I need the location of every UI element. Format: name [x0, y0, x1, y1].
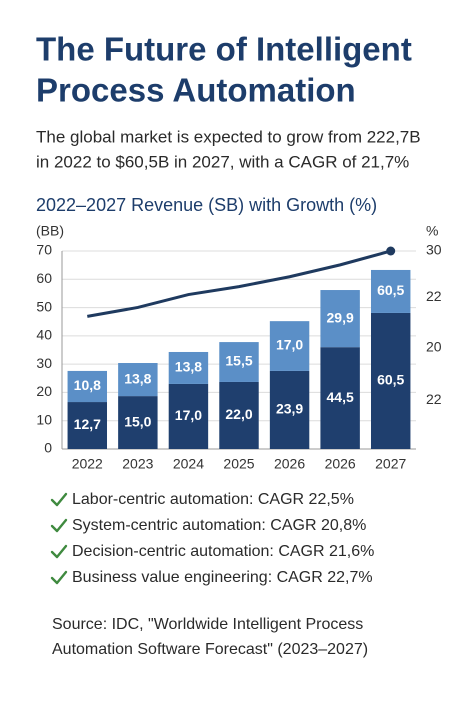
y-tick-label: 70: [36, 242, 52, 258]
y2-tick-label: 22: [426, 391, 442, 407]
bar-label: 22,0: [225, 406, 252, 422]
title-line: The Future of Intelligent: [36, 31, 412, 68]
x-tick-label: 2025: [223, 456, 254, 472]
bar-segment: [219, 342, 259, 382]
line-end-marker: [386, 246, 396, 256]
y2-tick-label: 22: [426, 288, 442, 304]
checklist-item: System-centric automation: CAGR 20,8%: [72, 517, 366, 534]
x-tick-label: 2026: [274, 456, 305, 472]
x-tick-label: 2022: [72, 456, 103, 472]
bar-segment: [118, 396, 158, 449]
y-tick-label: 0: [44, 440, 52, 456]
bar-label: 17,0: [276, 337, 303, 353]
x-tick-label: 2023: [122, 456, 153, 472]
checklist-item: Decision-centric automation: CAGR 21,6%: [72, 543, 374, 560]
y-tick-label: 30: [36, 355, 52, 371]
source-line: Automation Software Forecast" (2023–2027…: [52, 641, 368, 658]
bar-label: 29,9: [327, 309, 354, 325]
title-line: Process Automation: [36, 72, 356, 109]
bar-segment: [168, 383, 209, 449]
bar-label: 44,5: [327, 389, 354, 405]
bar-label: 13,8: [124, 370, 151, 386]
x-tick-label: 2026: [325, 456, 356, 472]
subtitle-line: in 2022 to $60,5B in 2027, with a CAGR o…: [36, 152, 409, 171]
y2-tick-label: 20: [426, 339, 442, 355]
bar-segment: [118, 363, 158, 397]
bar-label: 17,0: [175, 407, 202, 423]
y-tick-label: 40: [36, 327, 52, 343]
y-tick-label: 50: [36, 298, 52, 314]
y2-axis-label: %: [426, 223, 438, 239]
bar-label: 60,5: [377, 282, 404, 298]
bar-label: 60,5: [377, 372, 404, 388]
check-icon: [50, 544, 68, 559]
checklist-item: Labor-centric automation: CAGR 22,5%: [72, 491, 354, 508]
bar-label: 13,8: [175, 359, 202, 375]
bar-label: 10,8: [74, 377, 101, 393]
bar-segment: [269, 370, 310, 449]
x-tick-label: 2024: [173, 456, 204, 472]
bar-label: 15,0: [124, 413, 151, 429]
bar-segment: [320, 347, 360, 449]
subtitle-line: The global market is expected to grow fr…: [36, 127, 421, 146]
checklist-item: Business value engineering: CAGR 22,7%: [72, 569, 373, 586]
bar-segment: [168, 351, 209, 384]
source-line: Source: IDC, "Worldwide Intelligent Proc…: [52, 616, 363, 633]
growth-line: [87, 249, 392, 318]
bar-segment: [219, 381, 259, 449]
bar-label: 12,7: [74, 416, 101, 432]
bar-segment: [67, 402, 108, 449]
bar-segment: [320, 290, 360, 348]
checklist: Labor-centric automation: CAGR 22,5% Syst…: [50, 491, 374, 586]
y-axis-label: (BB): [36, 223, 64, 239]
y-tick-label: 20: [36, 383, 52, 399]
bar-segment: [67, 370, 108, 403]
check-icon: [50, 570, 68, 585]
bar-segment: [269, 321, 310, 371]
bar-segment: [370, 269, 411, 313]
bar-label: 15,5: [225, 353, 252, 369]
check-icon: [50, 492, 68, 507]
bar-label: 23,9: [276, 401, 303, 417]
y-tick-label: 60: [36, 270, 52, 286]
y2-tick-label: 30: [426, 242, 442, 258]
check-icon: [50, 518, 68, 533]
chart-title: 2022–2027 Revenue (SB) with Growth (%): [36, 195, 377, 215]
y-tick-label: 10: [36, 411, 52, 427]
x-tick-label: 2027: [375, 456, 406, 472]
bar-segment: [370, 312, 411, 449]
